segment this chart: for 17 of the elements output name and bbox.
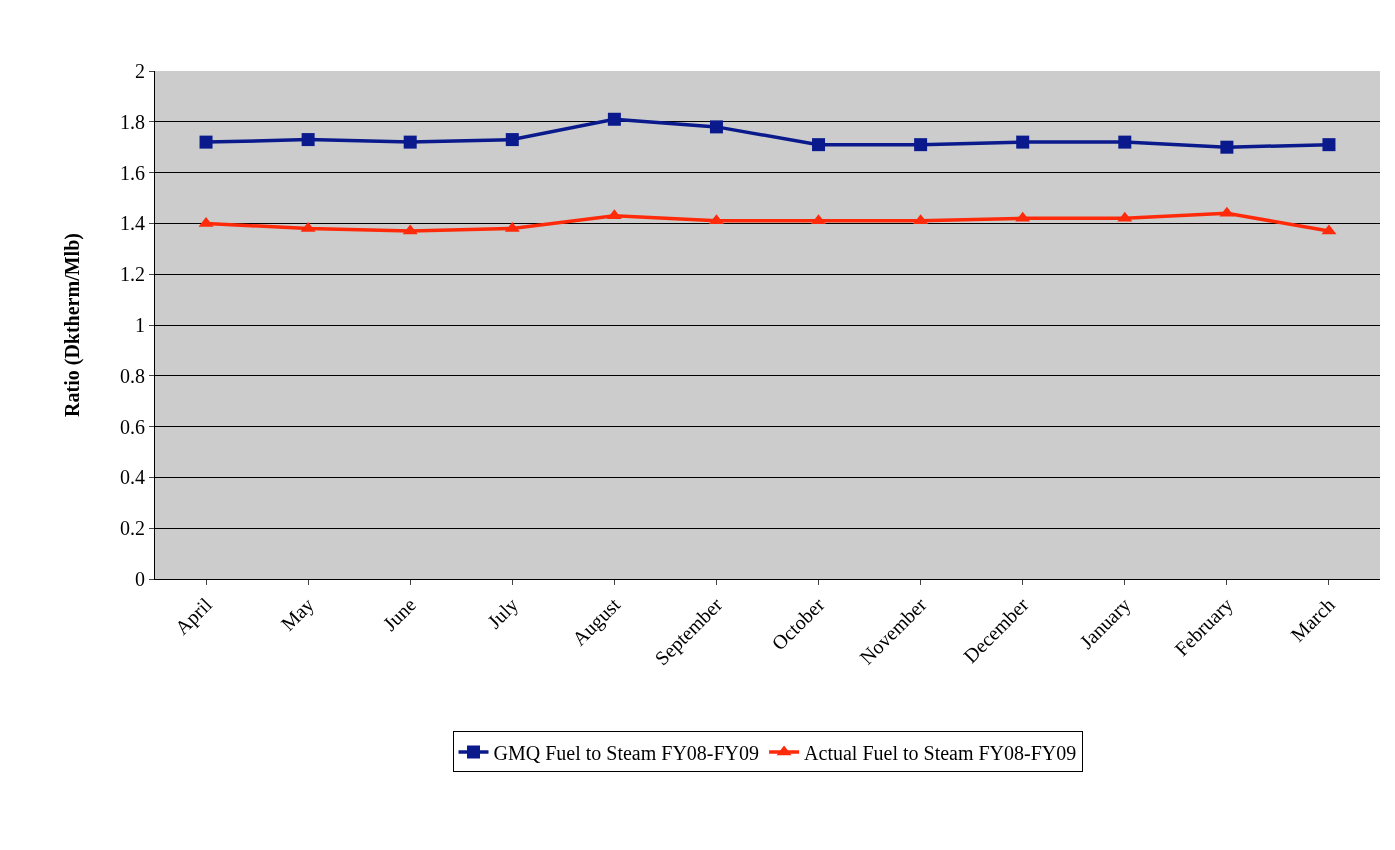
y-tick-label: 0 [135, 568, 145, 590]
y-tick-label: 1.4 [120, 212, 145, 235]
x-tick-label: June [378, 593, 421, 635]
y-tick-label: 2 [135, 60, 145, 82]
y-tick-label: 1.2 [120, 263, 145, 286]
legend-label: GMQ Fuel to Steam FY08-FY09 [493, 741, 760, 764]
x-tick-label: July [483, 593, 523, 634]
y-tick-label: 1 [135, 314, 145, 336]
y-tick-label: 0.6 [120, 415, 145, 438]
y-tick-label: 0.2 [120, 517, 145, 540]
y-tick-label: 0.8 [120, 364, 145, 387]
y-tick-label: 1.6 [120, 161, 145, 184]
y-tick-label: 1.8 [120, 110, 145, 133]
x-tick-label: May [276, 593, 319, 636]
legend-label: Actual Fuel to Steam FY08-FY09 [804, 741, 1077, 764]
y-axis-title: Ratio (Dktherm/Mlb) [60, 233, 84, 417]
y-tick-label: 0.4 [120, 466, 145, 489]
